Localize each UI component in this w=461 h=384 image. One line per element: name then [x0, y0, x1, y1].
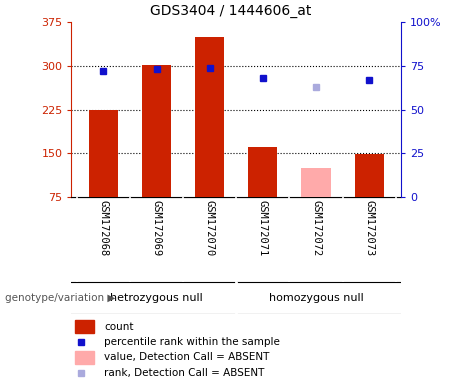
Bar: [89, 110, 118, 197]
Text: GSM172069: GSM172069: [152, 200, 161, 257]
Text: GSM172073: GSM172073: [364, 200, 374, 257]
Bar: [76, 320, 94, 333]
Bar: [301, 168, 331, 197]
Text: hetrozygous null: hetrozygous null: [110, 293, 203, 303]
Bar: [355, 154, 384, 197]
Text: rank, Detection Call = ABSENT: rank, Detection Call = ABSENT: [104, 368, 265, 378]
Bar: [248, 147, 278, 197]
Bar: [142, 65, 171, 197]
Text: homozygous null: homozygous null: [269, 293, 363, 303]
Bar: [195, 36, 225, 197]
Text: GSM172070: GSM172070: [205, 200, 215, 257]
Text: genotype/variation ▶: genotype/variation ▶: [5, 293, 115, 303]
Text: GSM172071: GSM172071: [258, 200, 268, 257]
Text: count: count: [104, 322, 134, 332]
Text: GSM172068: GSM172068: [98, 200, 108, 257]
Text: percentile rank within the sample: percentile rank within the sample: [104, 337, 280, 347]
Text: GSM172072: GSM172072: [311, 200, 321, 257]
Text: GDS3404 / 1444606_at: GDS3404 / 1444606_at: [150, 4, 311, 18]
Bar: [76, 351, 94, 364]
Text: value, Detection Call = ABSENT: value, Detection Call = ABSENT: [104, 353, 270, 362]
